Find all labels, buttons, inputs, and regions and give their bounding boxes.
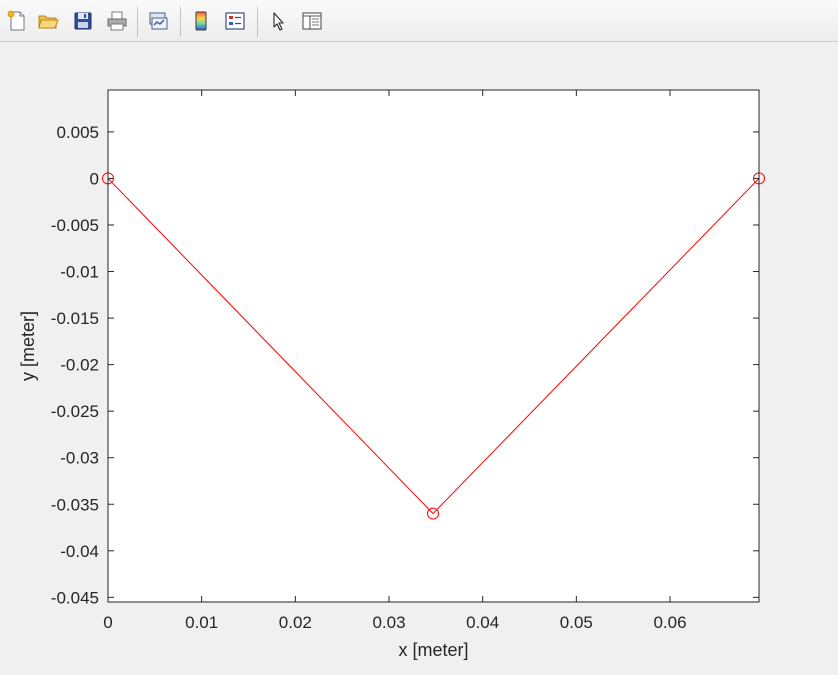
print-button[interactable] (104, 8, 130, 34)
link-plot-button[interactable] (145, 8, 171, 34)
toolbar-separator (137, 7, 138, 37)
axes-frame (107, 89, 760, 603)
link-plot-icon (149, 12, 168, 30)
y-tick-label: -0.04 (60, 542, 99, 561)
axes-background (108, 90, 759, 602)
y-axis-ticks: 0.005 0 -0.005 -0.01 -0.015 -0.02 -0.025 -0.03 -… (51, 123, 759, 607)
legend-icon (225, 12, 245, 30)
y-axis-label: y [meter] (18, 311, 38, 381)
save-button[interactable] (70, 8, 96, 34)
pointer-icon (273, 12, 284, 31)
y-tick-label: -0.005 (51, 216, 99, 235)
y-tick-label: 0.005 (56, 123, 99, 142)
colorbar-icon (195, 11, 207, 31)
property-inspector-icon (302, 12, 322, 30)
new-figure-button[interactable] (4, 8, 30, 34)
print-icon (107, 11, 127, 31)
y-tick-label: -0.025 (51, 402, 99, 421)
x-tick-label: 0.05 (560, 613, 593, 632)
x-tick-label: 0.04 (466, 613, 499, 632)
property-inspector-button[interactable] (299, 8, 325, 34)
data-point-marker (427, 507, 440, 520)
figure-toolbar (0, 0, 838, 42)
new-figure-icon (7, 10, 25, 31)
x-tick-label: 0.02 (279, 613, 312, 632)
x-tick-label: 0.01 (185, 613, 218, 632)
x-tick-label: 0 (103, 613, 112, 632)
save-icon (74, 12, 92, 30)
plot-axes[interactable]: 0 0.01 0.02 0.03 0.04 0.05 0.06 0.005 0 -0.005 -0… (0, 42, 838, 675)
y-tick-label: -0.02 (60, 356, 99, 375)
x-axis-label: x [meter] (398, 640, 468, 660)
y-tick-label: -0.035 (51, 495, 99, 514)
edit-plot-button[interactable] (265, 8, 291, 34)
y-tick-label: -0.01 (60, 263, 99, 282)
open-button[interactable] (35, 8, 61, 34)
insert-legend-button[interactable] (222, 8, 248, 34)
toolbar-separator (257, 7, 258, 37)
y-tick-label: -0.045 (51, 588, 99, 607)
series-line (107, 178, 760, 515)
figure-canvas: 0 0.01 0.02 0.03 0.04 0.05 0.06 0.005 0 -0.005 -0… (0, 42, 838, 675)
open-file-icon (38, 15, 59, 29)
y-tick-label: -0.03 (60, 449, 99, 468)
insert-colorbar-button[interactable] (188, 8, 214, 34)
x-axis-ticks: 0 0.01 0.02 0.03 0.04 0.05 0.06 (103, 90, 687, 632)
x-tick-label: 0.06 (653, 613, 686, 632)
toolbar-separator (180, 7, 181, 37)
x-tick-label: 0.03 (372, 613, 405, 632)
y-tick-label: -0.015 (51, 309, 99, 328)
y-tick-label: 0 (90, 169, 99, 188)
